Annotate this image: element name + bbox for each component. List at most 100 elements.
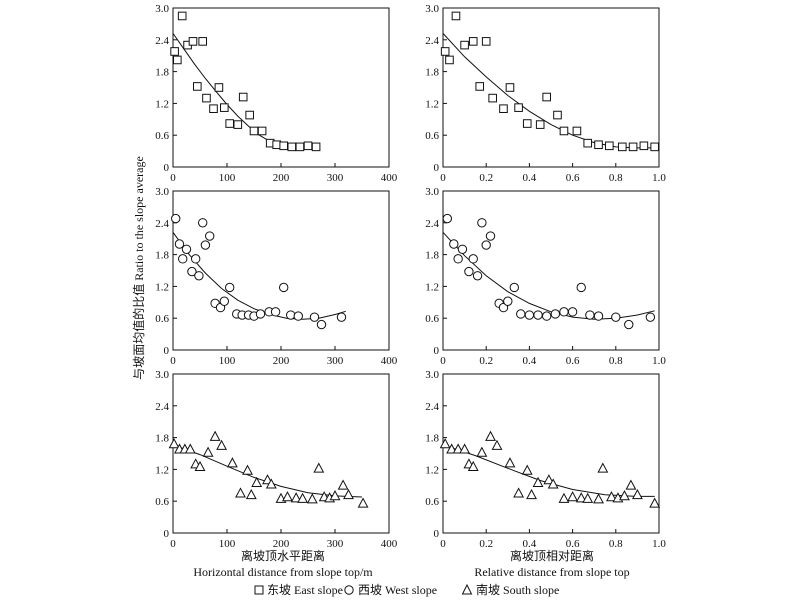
x-tick-label: 300 bbox=[327, 172, 344, 184]
y-tick-label: 1.8 bbox=[425, 250, 439, 262]
data-point-square bbox=[535, 120, 545, 129]
legend-label-east: 东坡 East slope bbox=[267, 583, 343, 597]
x-tick-label: 300 bbox=[327, 538, 344, 550]
data-point-triangle bbox=[631, 488, 643, 500]
data-point-circle bbox=[336, 312, 347, 322]
data-point-triangle bbox=[649, 497, 661, 508]
data-point-square bbox=[594, 140, 603, 150]
x-tick-label: 0.6 bbox=[566, 538, 580, 550]
data-point-circle bbox=[200, 240, 211, 250]
data-point-square bbox=[583, 138, 593, 148]
data-point-circle bbox=[464, 266, 474, 277]
data-point-triangle bbox=[521, 464, 533, 475]
data-point-circle bbox=[286, 310, 296, 320]
y-tick-label: 0 bbox=[164, 528, 170, 540]
data-point-square bbox=[193, 82, 202, 91]
x-tick-label: 400 bbox=[381, 172, 398, 184]
data-point-circle bbox=[503, 296, 513, 306]
data-point-circle bbox=[498, 302, 509, 313]
data-point-triangle bbox=[282, 491, 293, 502]
data-point-triangle bbox=[245, 488, 257, 500]
data-point-triangle bbox=[476, 446, 488, 457]
data-point-square bbox=[451, 11, 461, 21]
data-point-triangle bbox=[251, 476, 263, 487]
data-point-circle bbox=[270, 307, 281, 317]
plot-frame bbox=[172, 190, 390, 351]
data-point-triangle bbox=[194, 460, 206, 472]
data-point-triangle bbox=[625, 479, 637, 490]
data-point-triangle bbox=[593, 493, 604, 504]
x-tick-label: 100 bbox=[219, 172, 236, 184]
x-tick-label: 0 bbox=[440, 538, 446, 550]
data-point-triangle bbox=[290, 492, 302, 503]
y-tick-label: 1.2 bbox=[425, 98, 439, 110]
legend: 东坡 East slope 西坡 West slope 南坡 South slo… bbox=[254, 582, 559, 597]
data-point-triangle bbox=[504, 457, 516, 468]
x-tick-label: 0.4 bbox=[523, 538, 537, 550]
data-point-circle bbox=[533, 310, 543, 320]
data-point-triangle bbox=[491, 439, 503, 450]
x-tick-label: 0 bbox=[170, 355, 176, 367]
y-tick-label: 0 bbox=[434, 162, 440, 174]
x-tick-label: 200 bbox=[273, 538, 290, 550]
y-tick-label: 0.6 bbox=[155, 313, 169, 325]
y-tick-label: 2.4 bbox=[425, 401, 439, 413]
data-point-circle bbox=[593, 311, 604, 321]
data-point-circle bbox=[194, 271, 204, 281]
data-point-circle bbox=[449, 239, 459, 249]
panel-east-rel: 0 0.6 1.2 1.8 2.4 3.0 0 0.2 0.4 0.6 0.8 1.0 bbox=[425, 3, 666, 184]
data-point-triangle bbox=[343, 488, 354, 500]
data-point-square bbox=[173, 55, 182, 65]
data-point-square bbox=[460, 40, 469, 50]
data-point-triangle bbox=[513, 487, 525, 498]
y-tick-label: 1.2 bbox=[425, 281, 439, 293]
y-tick-label: 0 bbox=[434, 528, 440, 540]
data-point-triangle bbox=[558, 492, 570, 503]
data-point-square bbox=[198, 37, 207, 46]
data-point-circle bbox=[624, 319, 634, 330]
data-point-triangle bbox=[184, 443, 196, 454]
y-tick-label: 0 bbox=[164, 162, 170, 174]
data-point-square bbox=[209, 104, 218, 114]
data-point-triangle bbox=[306, 493, 318, 504]
data-point-square bbox=[572, 126, 582, 136]
x-tick-label: 0.4 bbox=[523, 172, 537, 184]
x-tick-label: 0.8 bbox=[609, 355, 623, 367]
data-point-circle bbox=[190, 254, 201, 264]
y-tick-label: 1.2 bbox=[425, 464, 439, 476]
data-point-square bbox=[440, 47, 450, 56]
data-point-circle bbox=[178, 254, 188, 264]
y-tick-label: 1.8 bbox=[155, 67, 169, 79]
data-point-triangle bbox=[532, 476, 544, 487]
panel-west-rel: 0 0.6 1.2 1.8 2.4 3.0 0 0.2 0.4 0.6 0.8 1.0 bbox=[425, 186, 666, 367]
y-tick-label: 1.2 bbox=[155, 281, 169, 293]
data-point-circle bbox=[309, 312, 320, 322]
x-tick-label: 200 bbox=[273, 355, 290, 367]
data-point-triangle bbox=[452, 443, 464, 454]
data-point-square bbox=[177, 11, 187, 21]
data-point-circle bbox=[576, 282, 586, 293]
fit-curve bbox=[442, 33, 659, 149]
data-point-triangle bbox=[459, 443, 471, 454]
x-tick-label: 0 bbox=[170, 538, 176, 550]
data-point-circle bbox=[559, 307, 569, 317]
data-point-triangle bbox=[337, 479, 349, 490]
data-point-circle bbox=[468, 254, 478, 264]
plot-frame bbox=[442, 7, 660, 168]
data-point-square bbox=[245, 110, 254, 120]
data-point-circle bbox=[187, 266, 197, 277]
plot-frame bbox=[442, 373, 660, 534]
x-tick-label: 100 bbox=[219, 538, 236, 550]
y-tick-label: 2.4 bbox=[155, 401, 169, 413]
data-point-triangle bbox=[242, 464, 253, 475]
data-point-triangle bbox=[575, 492, 587, 503]
x-tick-label: 200 bbox=[273, 172, 290, 184]
data-point-square bbox=[468, 37, 478, 46]
data-point-square bbox=[499, 104, 508, 114]
legend-label-south: 南坡 South slope bbox=[476, 582, 559, 597]
x-tick-label: 400 bbox=[381, 538, 398, 550]
data-point-circle bbox=[279, 282, 289, 293]
x-tick-label: 0.8 bbox=[609, 538, 623, 550]
x-axis-label-right-cn: 离坡顶相对距离 bbox=[510, 548, 594, 563]
y-tick-label: 2.4 bbox=[155, 35, 169, 47]
